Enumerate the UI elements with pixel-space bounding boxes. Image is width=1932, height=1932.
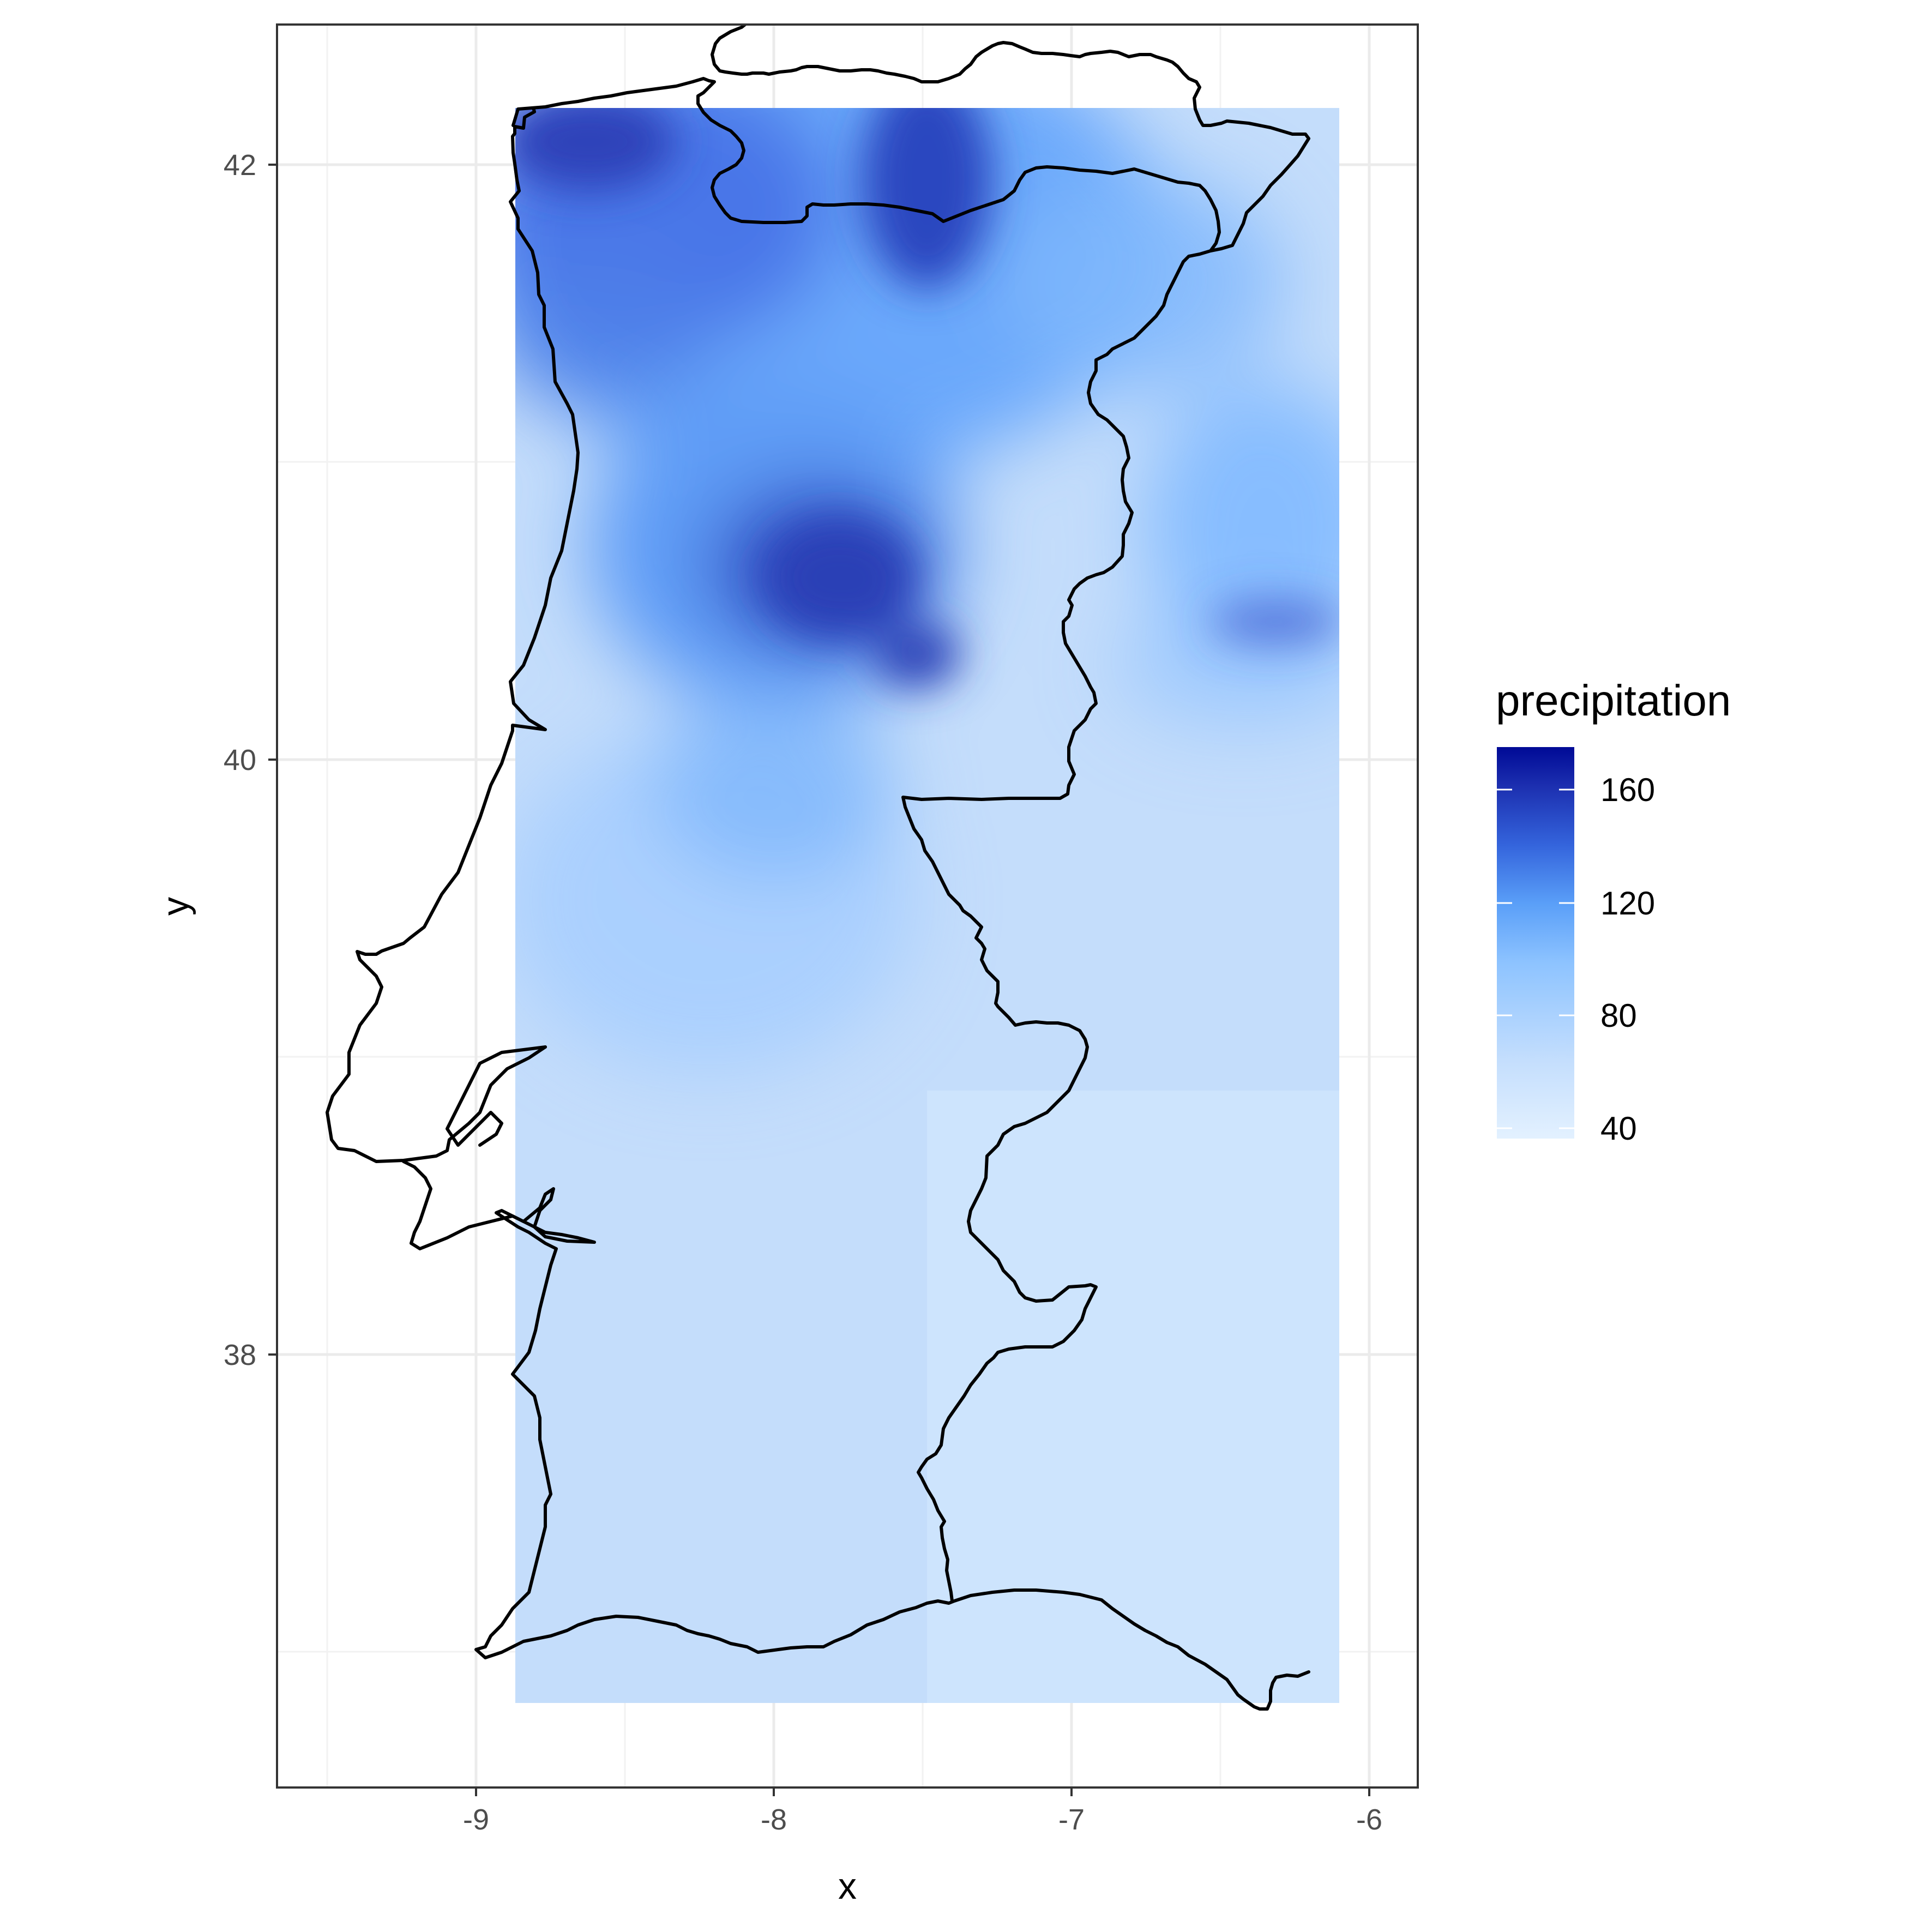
panel-border bbox=[276, 23, 1419, 1789]
tagus-estuary-south bbox=[402, 1160, 596, 1250]
legend-colorbar bbox=[1497, 747, 1574, 1139]
y-tick-label: 40 bbox=[224, 744, 256, 777]
x-tick-label: -6 bbox=[1356, 1803, 1382, 1836]
legend-label: 80 bbox=[1600, 997, 1637, 1034]
x-axis-title: x bbox=[838, 1865, 857, 1907]
legend-title: precipitation bbox=[1496, 676, 1731, 725]
setubal-peninsula bbox=[495, 1187, 558, 1496]
x-tick-label: -8 bbox=[761, 1803, 787, 1836]
alentejo-algarve-coast bbox=[474, 1492, 1310, 1711]
legend-label: 120 bbox=[1600, 885, 1655, 922]
x-tick-label: -7 bbox=[1058, 1803, 1085, 1836]
y-tick-label: 42 bbox=[224, 149, 256, 182]
tagus-estuary-north bbox=[446, 1045, 547, 1147]
legend-label: 40 bbox=[1600, 1110, 1637, 1147]
y-axis-ticks bbox=[268, 164, 277, 1356]
x-tick-label: -9 bbox=[463, 1803, 489, 1836]
northern-coast bbox=[511, 77, 1221, 252]
y-axis-title: y bbox=[155, 897, 196, 916]
boundaries bbox=[326, 25, 1310, 1711]
legend-label: 160 bbox=[1600, 772, 1655, 808]
portugal-boundary bbox=[326, 106, 580, 1163]
precipitation-raster bbox=[515, 108, 1339, 1703]
legend-break-ticks bbox=[1497, 789, 1574, 1129]
x-axis-ticks bbox=[475, 1787, 1370, 1796]
legend: precipitation 40 80 120 160 bbox=[1496, 676, 1731, 1147]
spain-portugal-border bbox=[711, 25, 1310, 1603]
y-tick-label: 38 bbox=[224, 1339, 256, 1371]
